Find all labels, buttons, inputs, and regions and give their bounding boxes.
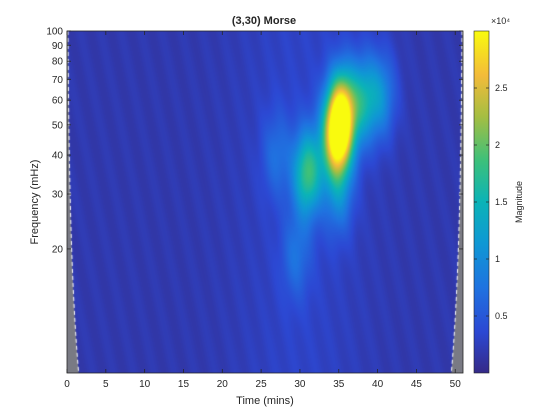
plot-area xyxy=(66,30,464,374)
y-tick-label: 90 xyxy=(52,41,64,52)
scalogram-heatmap xyxy=(67,31,463,373)
x-axis: 0 5 10 15 20 25 30 35 40 45 50 xyxy=(64,31,461,390)
y-tick-label: 80 xyxy=(52,57,64,68)
y-tick-label: 60 xyxy=(52,96,64,107)
colorbar-tick-label: 1 xyxy=(495,254,500,264)
colorbar-tick-label: 0.5 xyxy=(495,311,508,321)
x-tick-label: 30 xyxy=(294,379,306,390)
y-tick-label: 30 xyxy=(52,190,64,201)
y-tick-label: 20 xyxy=(52,244,64,255)
colorbar-tick-label: 2.5 xyxy=(495,83,508,93)
x-tick-label: 5 xyxy=(103,379,109,390)
colorbar-label: Magnitude xyxy=(514,181,524,223)
x-tick-label: 25 xyxy=(256,379,268,390)
y-tick-label: 70 xyxy=(52,75,64,86)
chart-title: (3,30) Morse xyxy=(232,15,296,27)
x-axis-label: Time (mins) xyxy=(236,395,294,407)
colorbar-exponent: ×10⁴ xyxy=(491,16,510,26)
x-tick-label: 0 xyxy=(64,379,70,390)
x-tick-label: 15 xyxy=(178,379,190,390)
plot-frame xyxy=(66,30,464,374)
y-tick-label: 50 xyxy=(52,120,64,131)
y-axis: 20 30 40 50 60 70 80 90 100 xyxy=(46,27,463,255)
x-tick-label: 35 xyxy=(333,379,345,390)
x-tick-label: 20 xyxy=(217,379,229,390)
colorbar-tick-label: 1.5 xyxy=(495,197,508,207)
y-tick-label: 100 xyxy=(46,27,63,38)
x-tick-label: 50 xyxy=(450,379,462,390)
colorbar-tick-label: 2 xyxy=(495,140,500,150)
x-tick-label: 40 xyxy=(372,379,384,390)
x-tick-label: 45 xyxy=(411,379,423,390)
y-tick-label: 40 xyxy=(52,151,64,162)
colorbar: 0.5 1 1.5 2 2.5 ×10⁴ Magnitude xyxy=(473,16,524,374)
x-tick-label: 10 xyxy=(139,379,151,390)
y-axis-label: Frequency (mHz) xyxy=(29,160,41,245)
colorbar-ticks: 0.5 1 1.5 2 2.5 xyxy=(474,83,508,321)
